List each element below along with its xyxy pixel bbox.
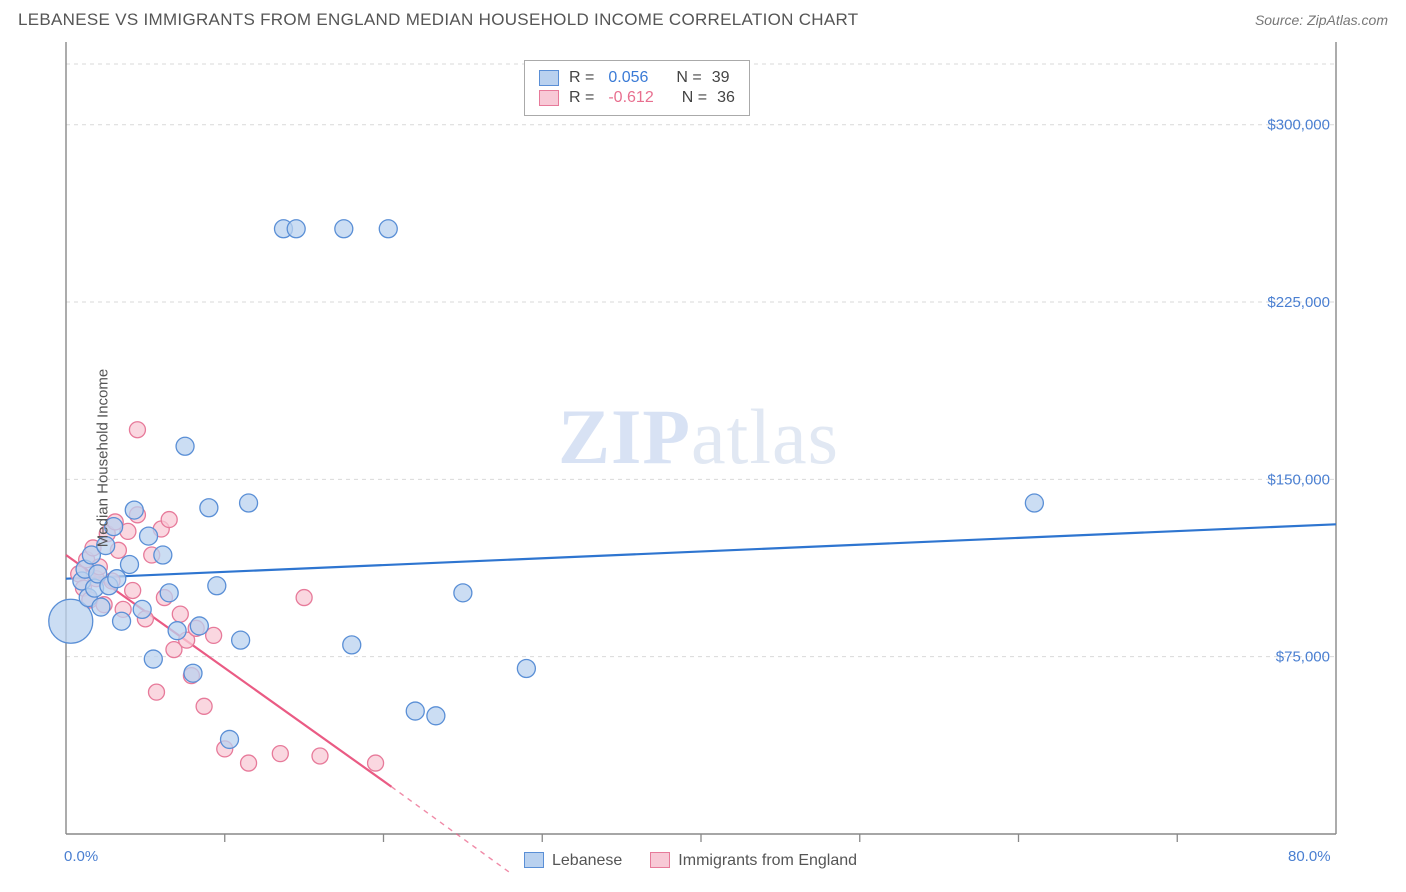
y-axis-label: Median Household Income [95, 369, 112, 547]
series-legend: Lebanese Immigrants from England [524, 852, 857, 870]
scatter-plot: $75,000 $150,000 $225,000 $300,000 [18, 42, 1376, 874]
x-axis-max-label: 80.0% [1288, 848, 1331, 865]
chart-title: LEBANESE VS IMMIGRANTS FROM ENGLAND MEDI… [18, 10, 858, 30]
svg-text:$150,000: $150,000 [1267, 471, 1330, 488]
chart-area: Median Household Income $75,000$150,000$… [18, 42, 1388, 874]
legend-item: Immigrants from England [650, 852, 857, 870]
svg-text:$75,000: $75,000 [1276, 649, 1330, 666]
chart-header: LEBANESE VS IMMIGRANTS FROM ENGLAND MEDI… [0, 0, 1406, 36]
legend-swatch [650, 852, 670, 868]
legend-swatch [539, 70, 559, 86]
legend-swatch [539, 90, 559, 106]
x-axis-min-label: 0.0% [64, 848, 98, 865]
legend-swatch [524, 852, 544, 868]
source-label: Source: ZipAtlas.com [1255, 12, 1388, 28]
legend-item: Lebanese [524, 852, 622, 870]
svg-text:$225,000: $225,000 [1267, 294, 1330, 311]
legend-stat-row: R = -0.612N = 36 [539, 89, 735, 107]
legend-stat-row: R = 0.056N = 39 [539, 69, 735, 87]
svg-text:$300,000: $300,000 [1267, 117, 1330, 134]
correlation-legend: R = 0.056N = 39 R = -0.612N = 36 [524, 60, 750, 116]
